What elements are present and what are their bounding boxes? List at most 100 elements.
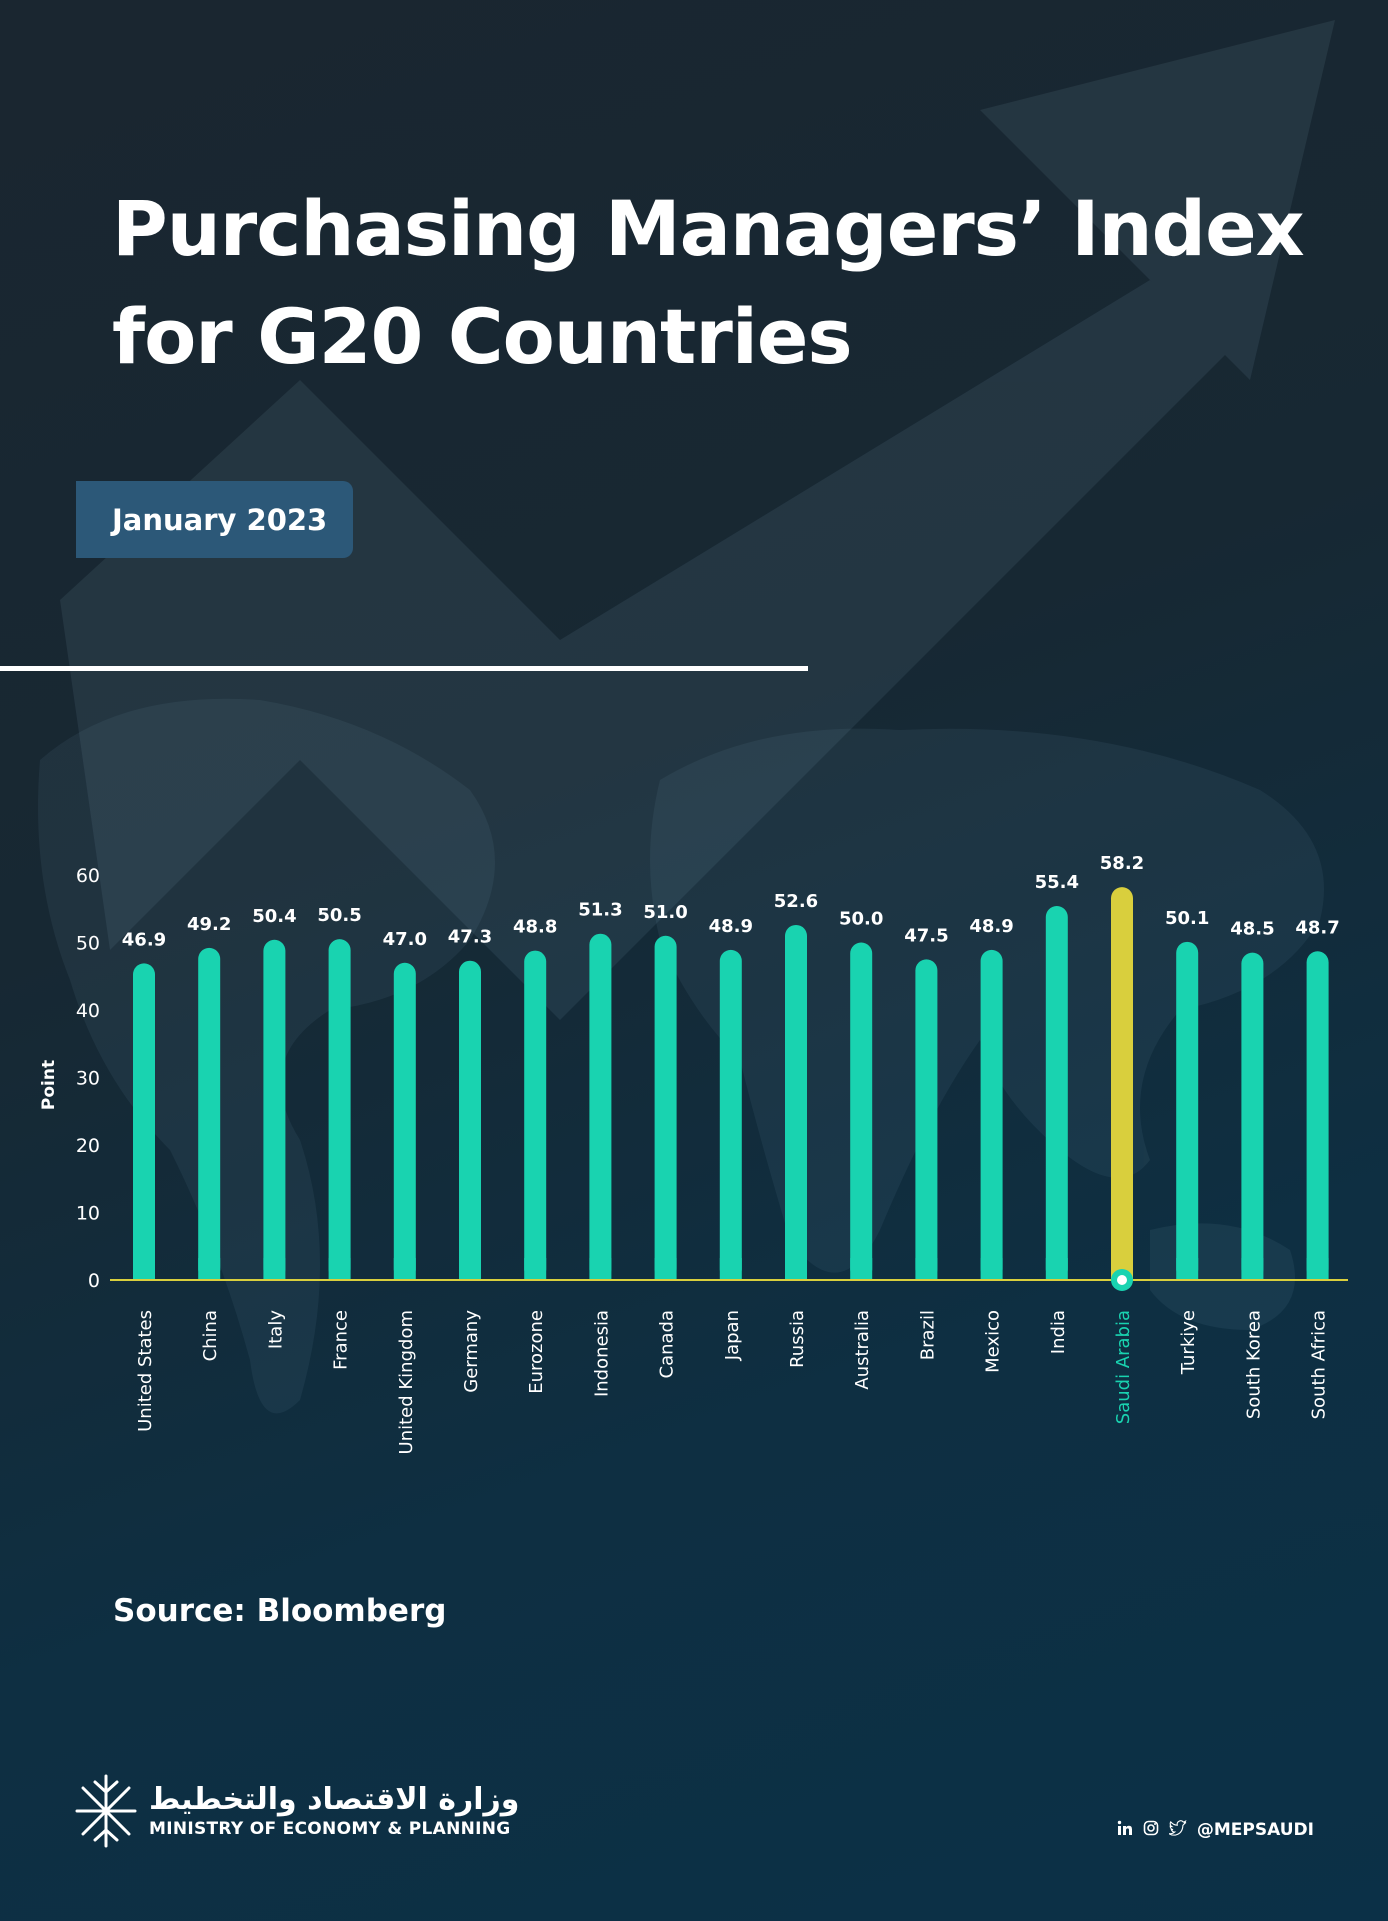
bar [393, 962, 416, 1280]
highlight-marker-center [1117, 1275, 1127, 1285]
bar [133, 963, 155, 1280]
y-tick-label: 60 [76, 865, 100, 887]
bar-value-label: 50.5 [317, 905, 361, 926]
logo-english-name: MINISTRY OF ECONOMY & PLANNING [149, 1819, 511, 1839]
social-handle[interactable]: @MEPSAUDI [1196, 1820, 1314, 1840]
y-axis-label: Point [39, 1060, 59, 1110]
bar-base [459, 1258, 481, 1280]
category-label: Canada [657, 1310, 678, 1379]
category-label: Australia [852, 1310, 873, 1390]
bar-base [719, 1258, 742, 1280]
bar-base [850, 1258, 873, 1280]
bar-value-label: 50.0 [839, 909, 883, 930]
bar [459, 960, 481, 1280]
y-tick-label: 50 [76, 933, 100, 955]
category-label: South Africa [1309, 1310, 1330, 1419]
y-tick-label: 30 [76, 1068, 100, 1090]
bar [1111, 887, 1133, 1280]
bar [785, 924, 807, 1280]
y-tick-label: 20 [76, 1135, 100, 1157]
category-label: Saudi Arabia [1113, 1310, 1134, 1424]
category-label: Russia [787, 1310, 808, 1368]
bar-base [980, 1258, 1003, 1280]
bar [850, 942, 873, 1280]
page-title: Purchasing Managers’ Index for G20 Count… [112, 175, 1305, 391]
bar-value-label: 50.1 [1165, 908, 1209, 929]
bar [980, 949, 1003, 1280]
bar [589, 933, 612, 1280]
y-tick-label: 10 [76, 1203, 100, 1225]
bar-value-label: 47.3 [448, 927, 492, 948]
category-label: United States [135, 1310, 156, 1432]
bar-base [785, 1258, 807, 1280]
date-badge: January 2023 [76, 481, 353, 558]
logo-arabic-name: وزارة الاقتصاد والتخطيط [149, 1782, 520, 1817]
palm-emblem-icon [75, 1774, 137, 1848]
date-badge-label: January 2023 [112, 502, 328, 537]
bar [198, 947, 221, 1280]
category-label: Indonesia [591, 1310, 612, 1397]
y-tick-label: 40 [76, 1000, 100, 1022]
bar-base [524, 1258, 547, 1280]
category-label: Mexico [983, 1310, 1004, 1373]
y-tick-label: 0 [88, 1270, 100, 1292]
category-label: Eurozone [526, 1310, 547, 1394]
category-label: South Korea [1243, 1310, 1264, 1419]
bar-base [654, 1258, 677, 1280]
title-line-1: Purchasing Managers’ Index [112, 184, 1305, 273]
title-divider [0, 666, 808, 671]
bar-base [133, 1258, 155, 1280]
bar [1176, 941, 1199, 1280]
bar [1045, 906, 1068, 1280]
bar-value-label: 48.7 [1295, 917, 1339, 938]
bar-value-label: 50.4 [252, 906, 296, 927]
bar-base [263, 1258, 286, 1280]
bar [654, 935, 677, 1280]
twitter-icon[interactable] [1168, 1819, 1187, 1840]
category-label: China [200, 1310, 221, 1361]
social-links: @MEPSAUDI [1117, 1819, 1314, 1840]
category-label: Germany [461, 1310, 482, 1393]
bar-value-label: 48.9 [969, 916, 1013, 937]
title-line-2: for G20 Countries [112, 292, 853, 381]
bar [524, 950, 547, 1280]
bar [719, 949, 742, 1280]
bar-value-label: 51.0 [643, 902, 687, 923]
category-label: France [331, 1310, 352, 1370]
category-label: Italy [265, 1310, 286, 1349]
bar [1306, 951, 1329, 1280]
bar-base [1045, 1258, 1068, 1280]
bar-base [198, 1258, 221, 1280]
bar-value-label: 51.3 [578, 900, 622, 921]
ministry-logo: وزارة الاقتصاد والتخطيط MINISTRY OF ECON… [75, 1772, 519, 1850]
bar-base [1176, 1258, 1199, 1280]
bar-base [589, 1258, 612, 1280]
bar-base [328, 1258, 351, 1280]
bar-value-label: 48.5 [1230, 919, 1274, 940]
linkedin-icon[interactable] [1117, 1820, 1133, 1840]
bar [915, 959, 938, 1280]
bar-value-label: 52.6 [774, 891, 818, 912]
instagram-icon[interactable] [1143, 1820, 1159, 1840]
bar-base [1306, 1258, 1329, 1280]
bar-value-label: 47.5 [904, 925, 948, 946]
bar-value-label: 49.2 [187, 914, 231, 935]
bar-value-label: 58.2 [1100, 853, 1144, 874]
bar [1241, 952, 1264, 1280]
bar-value-label: 47.0 [383, 929, 427, 950]
category-label: Japan [722, 1310, 743, 1361]
bar-value-label: 48.9 [709, 916, 753, 937]
source-note: Source: Bloomberg [113, 1593, 447, 1629]
bar-value-label: 55.4 [1035, 872, 1079, 893]
category-label: Turkiye [1178, 1310, 1199, 1375]
bar-value-label: 48.8 [513, 917, 557, 938]
bar-value-label: 46.9 [122, 929, 166, 950]
bar-base [393, 1258, 416, 1280]
bar [328, 939, 351, 1280]
bar-base [915, 1258, 938, 1280]
pmi-bar-chart: 0 10 20 30 40 50 60 Point 46.9 United States 49.2 C… [39, 853, 1348, 1454]
category-label: United Kingdom [396, 1310, 417, 1454]
bar-base [1241, 1258, 1264, 1280]
category-label: India [1048, 1310, 1069, 1354]
category-label: Brazil [917, 1310, 938, 1360]
